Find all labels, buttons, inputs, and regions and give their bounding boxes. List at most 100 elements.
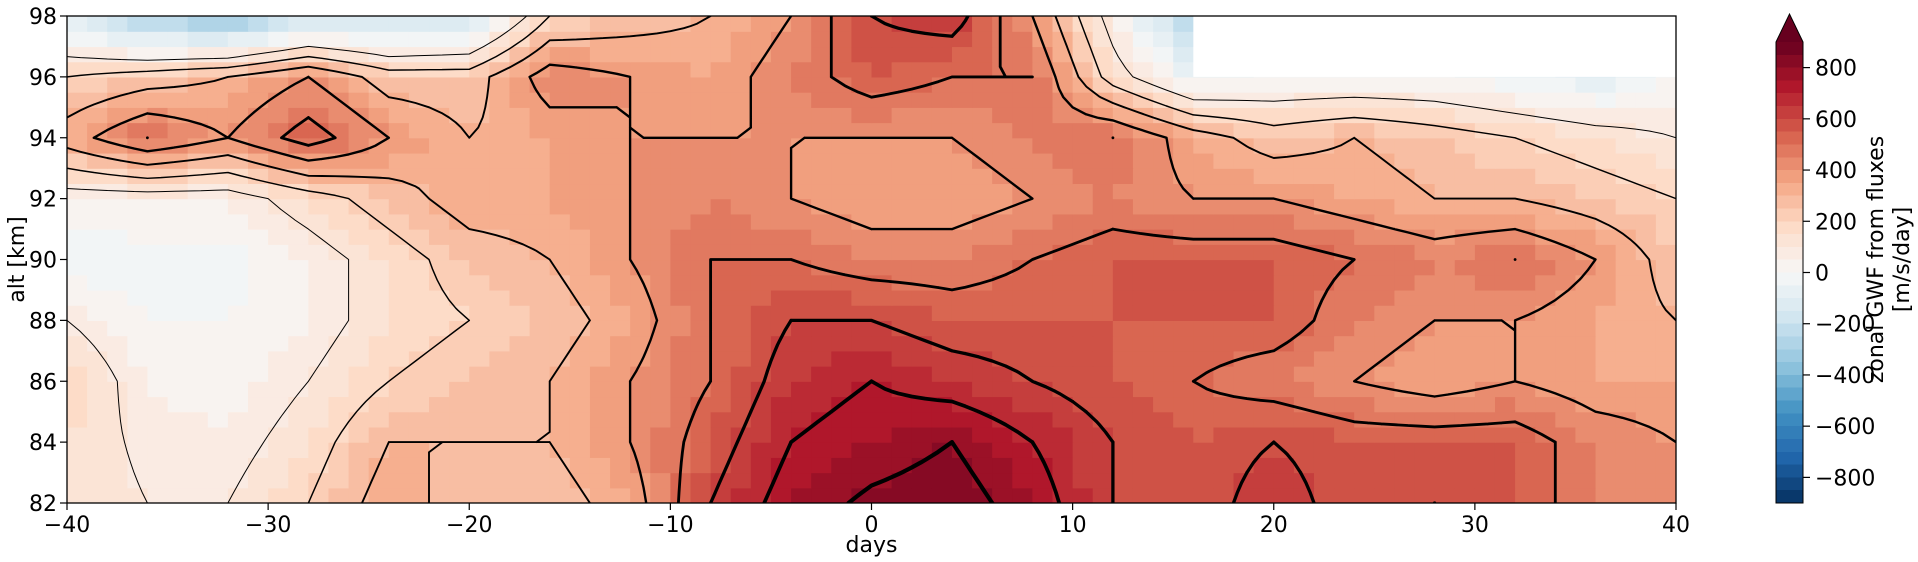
field-cell: [1595, 335, 1617, 352]
field-cell: [368, 76, 390, 93]
field-cell: [650, 92, 671, 108]
field-cell: [730, 16, 752, 32]
field-cell: [1394, 381, 1416, 398]
field-cell: [770, 183, 792, 200]
field-cell: [931, 107, 953, 124]
field-cell: [449, 122, 470, 139]
field-cell: [1173, 274, 1194, 291]
field-cell: [147, 396, 169, 413]
field-cell: [1394, 152, 1416, 169]
field-cell: [710, 320, 732, 337]
field-cell: [1012, 487, 1033, 503]
field-cell: [1515, 457, 1536, 474]
field-cell: [730, 183, 752, 200]
field-cell: [1092, 198, 1114, 215]
x-tick-label: 10: [1059, 513, 1087, 538]
field-cell: [871, 259, 893, 276]
field-cell: [811, 183, 832, 200]
field-cell: [1595, 259, 1617, 276]
field-cell: [891, 183, 913, 200]
field-cell: [1132, 472, 1154, 489]
field-cell: [368, 305, 390, 321]
field-cell: [811, 46, 832, 63]
field-cell: [1193, 305, 1215, 321]
field-cell: [589, 16, 611, 32]
field-cell: [127, 335, 149, 352]
field-cell: [1334, 289, 1355, 306]
field-cell: [368, 92, 390, 108]
field-cell: [1293, 381, 1315, 398]
field-cell: [1615, 274, 1637, 291]
field-cell: [509, 335, 531, 352]
field-cell: [972, 457, 993, 474]
field-cell: [1012, 198, 1033, 215]
field-cell: [489, 274, 511, 291]
field-cell: [127, 411, 149, 428]
field-cell: [710, 426, 732, 443]
field-cell: [610, 381, 631, 398]
field-cell: [972, 122, 993, 139]
field-cell: [87, 274, 108, 291]
field-cell: [1374, 396, 1396, 413]
field-cell: [147, 152, 169, 169]
field-cell: [1313, 122, 1335, 139]
field-cell: [1032, 289, 1054, 306]
field-cell: [87, 92, 108, 108]
field-cell: [1334, 366, 1355, 382]
field-cell: [1112, 396, 1134, 413]
field-cell: [187, 92, 209, 108]
field-cell: [1213, 168, 1235, 185]
field-cell: [750, 137, 772, 154]
field-cell: [248, 122, 269, 139]
field-cell: [1313, 350, 1335, 367]
field-cell: [429, 16, 450, 32]
field-cell: [1434, 305, 1456, 321]
field-cell: [1515, 289, 1536, 306]
field-cell: [408, 107, 430, 124]
field-cell: [509, 152, 531, 169]
field-cell: [610, 320, 631, 337]
field-cell: [1132, 350, 1154, 367]
field-cell: [368, 411, 390, 428]
field-cell: [871, 152, 893, 169]
field-cell: [127, 426, 149, 443]
field-cell: [1313, 152, 1335, 169]
field-cell: [589, 244, 611, 261]
field-cell: [1535, 472, 1556, 489]
field-cell: [549, 168, 571, 185]
field-cell: [1334, 122, 1355, 139]
field-cell: [469, 411, 490, 428]
field-cell: [931, 366, 953, 382]
field-cell: [167, 411, 189, 428]
field-cell: [1374, 198, 1396, 215]
field-cell: [549, 411, 571, 428]
field-cell: [408, 16, 430, 32]
field-cell: [268, 366, 289, 382]
field-cell: [288, 229, 309, 245]
field-cell: [1655, 122, 1676, 139]
field-cell: [429, 320, 450, 337]
field-cell: [630, 198, 651, 215]
field-cell: [1655, 168, 1676, 185]
field-cell: [288, 396, 309, 413]
field-cell: [549, 426, 571, 443]
field-cell: [1153, 31, 1174, 48]
field-cell: [1153, 16, 1174, 32]
field-cell: [1494, 107, 1516, 124]
field-cell: [67, 16, 88, 32]
field-cell: [388, 289, 410, 306]
field-cell: [1494, 487, 1516, 503]
field-cell: [449, 92, 470, 108]
field-cell: [690, 442, 712, 458]
field-cell: [549, 137, 571, 154]
field-cell: [1132, 411, 1154, 428]
field-cell: [791, 152, 812, 169]
field-cell: [972, 320, 993, 337]
field-cell: [509, 183, 531, 200]
field-cell: [348, 274, 370, 291]
field-cell: [1494, 259, 1516, 276]
field-cell: [1173, 487, 1194, 503]
field-cell: [911, 46, 933, 63]
field-cell: [730, 487, 752, 503]
field-cell: [549, 152, 571, 169]
